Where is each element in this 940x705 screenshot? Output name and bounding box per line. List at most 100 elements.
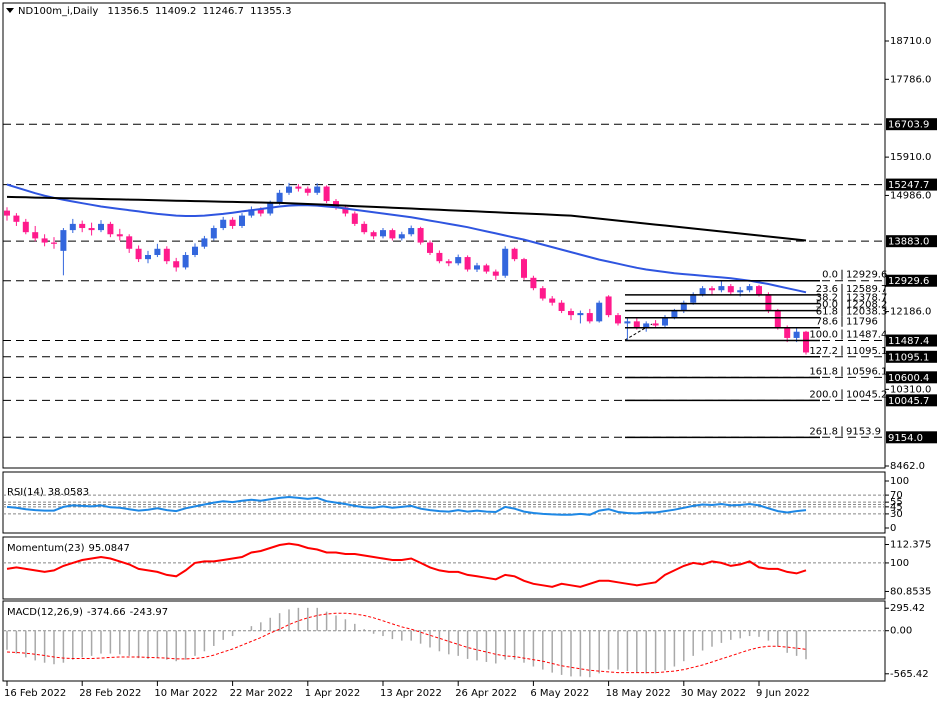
- fib-price: 12208.2: [846, 300, 887, 311]
- candle-body: [474, 265, 480, 270]
- candle-body: [643, 323, 650, 328]
- level-label: 11095.1: [888, 352, 929, 363]
- y-tick-label: 295.42: [890, 603, 925, 614]
- candle-body: [51, 242, 57, 244]
- candle-body: [746, 286, 753, 291]
- candle-body: [286, 186, 292, 193]
- x-tick-label: 26 Apr 2022: [455, 688, 517, 699]
- y-tick-label: -565.42: [890, 669, 929, 680]
- x-tick-label: 16 Feb 2022: [4, 688, 66, 699]
- fib-ratio: 127.2: [809, 346, 838, 357]
- level-label: 10045.7: [888, 396, 929, 407]
- candle-body: [605, 296, 612, 316]
- candle-body: [22, 221, 29, 233]
- candle-body: [568, 310, 574, 316]
- candle-body: [126, 236, 133, 249]
- candle-body: [239, 215, 245, 226]
- candle-body: [756, 286, 762, 295]
- candle-body: [662, 317, 668, 326]
- candle-body: [342, 207, 349, 214]
- fib-price: 10596.1: [846, 367, 887, 378]
- candle-body: [774, 310, 781, 328]
- level-label: 12929.6: [888, 276, 929, 287]
- indicator-name: MACD(12,26,9): [7, 607, 83, 618]
- candle-body: [79, 223, 86, 229]
- candle-body: [427, 242, 433, 253]
- level-label-box: [886, 235, 937, 248]
- candle-body: [690, 294, 697, 303]
- level-label: 13883.0: [888, 237, 929, 248]
- fib-ratio: 23.6: [816, 284, 838, 295]
- candle-body: [361, 223, 368, 233]
- candle-body: [201, 238, 208, 247]
- main-panel: [2, 2, 886, 469]
- indicator-line: [6, 542, 807, 588]
- moving-average: [6, 195, 807, 242]
- level-label: 9154.0: [888, 433, 923, 444]
- candle-body: [41, 238, 48, 243]
- candle-body: [737, 290, 744, 293]
- y-tick-label: 70: [890, 490, 903, 501]
- candle-body: [145, 254, 151, 260]
- indicator-label: Momentum(23) 95.0847: [7, 543, 130, 554]
- x-tick-label: 28 Feb 2022: [79, 688, 141, 699]
- y-tick-label: 12186.0: [890, 307, 931, 318]
- candle-body: [464, 257, 471, 270]
- candle-body: [257, 209, 264, 214]
- symbol: ND100m_i,Daily: [18, 6, 98, 17]
- y-tick-label: 0: [890, 523, 896, 534]
- candle-body: [727, 286, 734, 293]
- level-label-box: [886, 178, 937, 191]
- y-tick-label: 15910.0: [890, 152, 931, 163]
- level-label-box: [886, 118, 937, 131]
- candle-body: [699, 288, 706, 295]
- indicator-value: -243.97: [130, 607, 169, 618]
- y-tick-label: 100: [890, 476, 909, 487]
- indicator-value: -374.66: [87, 607, 126, 618]
- fib-ratio: 38.2: [816, 293, 838, 304]
- candle-body: [32, 232, 39, 239]
- signal-line: [6, 612, 807, 674]
- moving-average: [6, 183, 807, 294]
- macd-panel: [2, 600, 886, 682]
- candle-body: [398, 234, 405, 239]
- candle-body: [671, 310, 678, 318]
- candle-body: [182, 254, 189, 268]
- candle-body: [784, 327, 791, 338]
- candle-body: [116, 234, 123, 237]
- fib-price: 12589.7: [846, 284, 887, 295]
- fib-ratio: 100.0: [809, 330, 838, 341]
- menu-arrow[interactable]: [6, 8, 14, 13]
- candle-body: [539, 288, 546, 299]
- candle-body: [596, 302, 603, 322]
- chart-header: ND100m_i,Daily 11356.5 11409.2 11246.7 1…: [18, 6, 291, 17]
- candle-body: [380, 230, 386, 237]
- fib-ratio: 261.8: [809, 426, 838, 437]
- candle-body: [718, 286, 725, 291]
- x-tick-label: 9 Jun 2022: [756, 688, 810, 699]
- candle-body: [803, 331, 809, 353]
- candle-body: [408, 228, 415, 235]
- candle-body: [492, 271, 499, 276]
- x-tick-label: 13 Apr 2022: [380, 688, 442, 699]
- momentum-panel: [2, 536, 886, 600]
- candle-body: [389, 230, 396, 239]
- candle-body: [586, 313, 593, 322]
- fib-price: 11095.1: [846, 346, 887, 357]
- x-tick-label: 6 May 2022: [530, 688, 589, 699]
- y-tick-label: 18710.0: [890, 36, 931, 47]
- y-tick-label: 112.375: [890, 539, 931, 550]
- indicator-line: [6, 495, 807, 516]
- candle-body: [765, 294, 772, 311]
- candle-body: [709, 288, 715, 291]
- candle-body: [304, 188, 311, 193]
- candle-body: [60, 230, 67, 251]
- y-tick-label: 8462.0: [890, 461, 925, 472]
- quote: 11246.7: [203, 6, 244, 17]
- quote: 11355.3: [250, 6, 291, 17]
- indicator-name: Momentum(23): [7, 543, 85, 554]
- candle-body: [210, 228, 217, 239]
- x-tick-label: 18 May 2022: [606, 688, 671, 699]
